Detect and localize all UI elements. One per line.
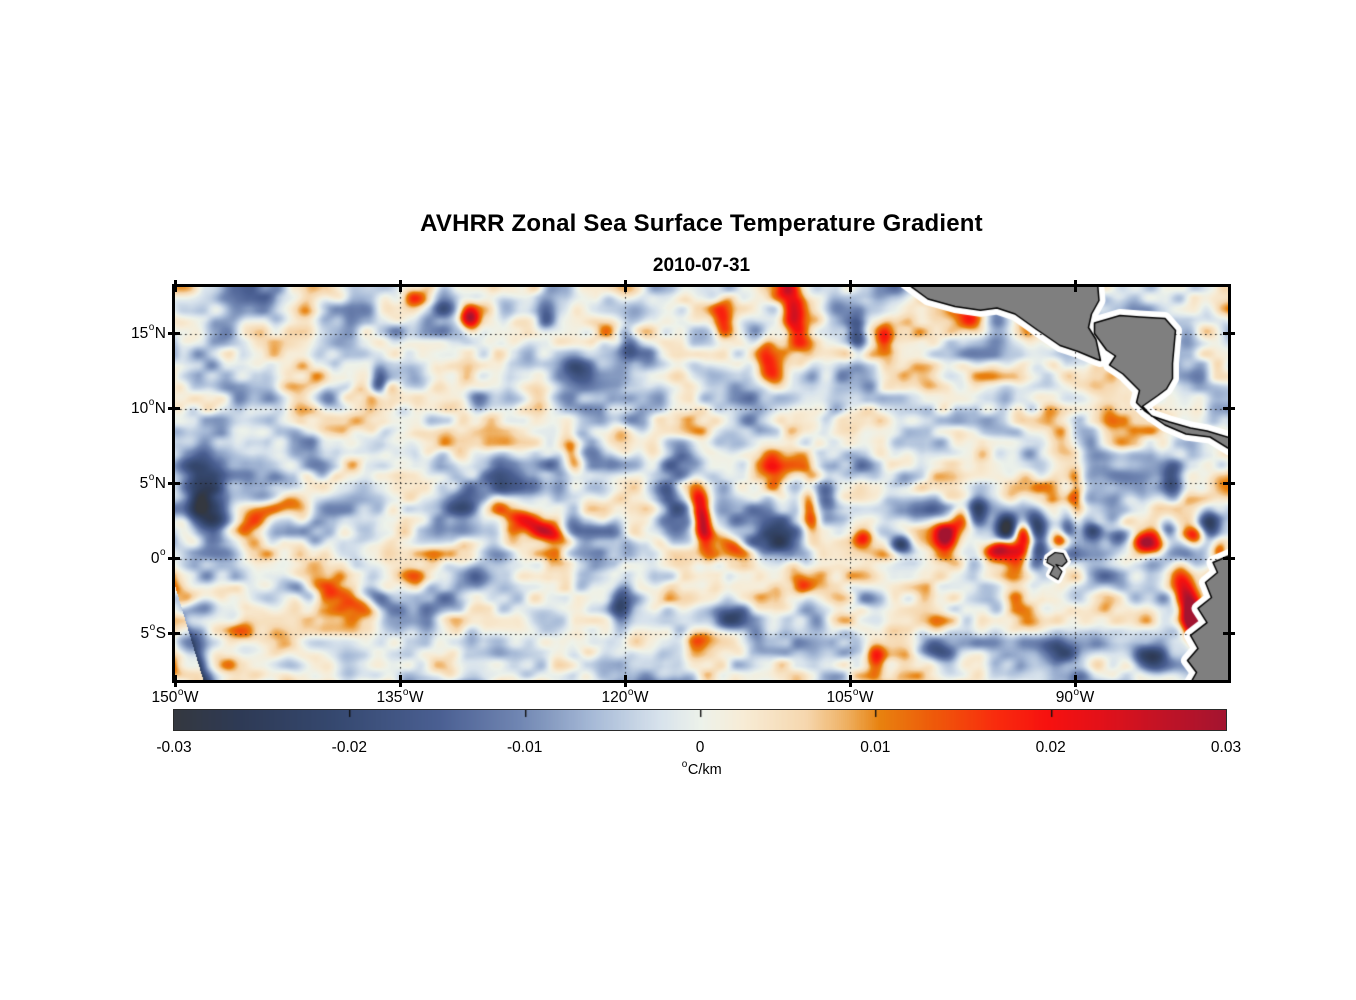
y-axis-tick-left xyxy=(168,557,180,560)
x-axis-tick-bottom xyxy=(398,675,402,687)
colorbar-tick-label: -0.01 xyxy=(506,739,543,756)
x-axis-tick-top xyxy=(848,280,852,292)
x-tick-label: 90oW xyxy=(1055,686,1095,706)
colorbar-tick-label: 0.02 xyxy=(1035,739,1066,756)
x-tick-label: 105oW xyxy=(826,686,874,706)
y-axis-tick-left xyxy=(168,482,180,485)
map-axes xyxy=(172,284,1231,683)
x-axis-tick-bottom xyxy=(173,675,177,687)
y-axis-tick-right xyxy=(1223,332,1235,335)
x-axis-tick-bottom xyxy=(848,675,852,687)
sst-gradient-field-canvas xyxy=(175,287,1228,680)
colorbar-tick-label: 0 xyxy=(695,739,705,756)
y-axis-tick-right xyxy=(1223,557,1235,560)
y-tick-label: 15oN xyxy=(130,322,166,342)
x-axis-tick-top xyxy=(623,280,627,292)
colorbar-tick-label: -0.02 xyxy=(331,739,367,756)
x-axis-tick-bottom xyxy=(1073,675,1077,687)
x-tick-label: 120oW xyxy=(601,686,649,706)
colorbar-tick-label: 0.03 xyxy=(1210,739,1242,756)
chart-subtitle: 2010-07-31 xyxy=(652,255,751,276)
x-axis-tick-bottom xyxy=(623,675,627,687)
y-axis-tick-left xyxy=(168,332,180,335)
x-axis-tick-top xyxy=(1073,280,1077,292)
y-axis-tick-left xyxy=(168,632,180,635)
y-tick-label: 5oS xyxy=(140,622,166,642)
y-axis-tick-right xyxy=(1223,632,1235,635)
y-axis-tick-right xyxy=(1223,407,1235,410)
colorbar xyxy=(173,709,1227,731)
y-tick-label: 10oN xyxy=(130,397,166,417)
colorbar-canvas xyxy=(174,710,1226,730)
x-tick-label: 135oW xyxy=(376,686,424,706)
colorbar-unit-label: oC/km xyxy=(681,759,722,778)
y-tick-label: 0o xyxy=(150,547,166,567)
colorbar-tick-label: 0.01 xyxy=(860,739,891,756)
y-axis-tick-right xyxy=(1223,482,1235,485)
chart-title: AVHRR Zonal Sea Surface Temperature Grad… xyxy=(420,210,983,237)
y-axis-tick-left xyxy=(168,407,180,410)
colorbar-tick-label: -0.03 xyxy=(156,739,192,756)
x-tick-label: 150oW xyxy=(151,686,199,706)
x-axis-tick-top xyxy=(173,280,177,292)
y-tick-label: 5oN xyxy=(139,472,166,492)
x-axis-tick-top xyxy=(398,280,402,292)
